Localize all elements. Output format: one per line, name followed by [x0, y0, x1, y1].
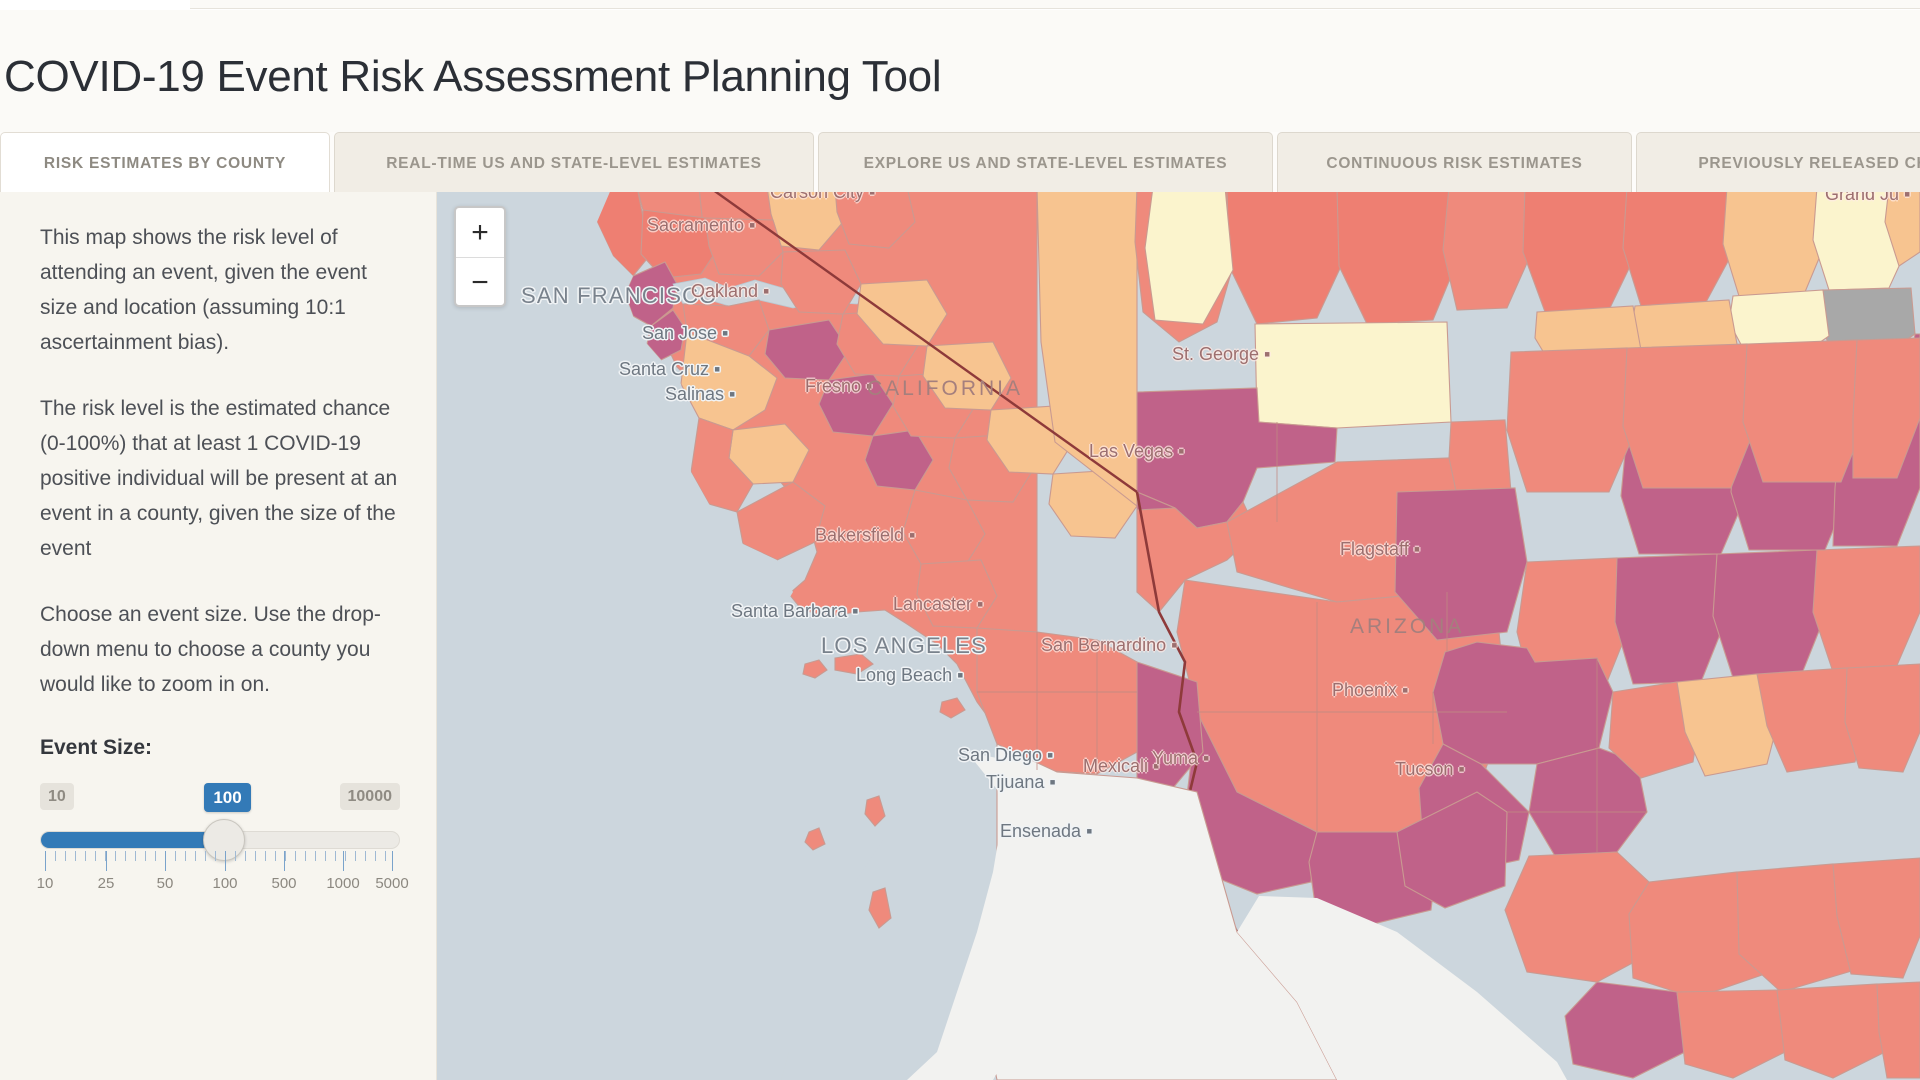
slider-tick-label: 10 [36, 875, 54, 892]
slider-tick-minor [265, 851, 266, 861]
slider-tick-major [392, 851, 393, 871]
slider-tick-minor [345, 851, 346, 861]
tab-2[interactable]: EXPLORE US AND STATE-LEVEL ESTIMATES [818, 132, 1273, 194]
body-area: This map shows the risk level of attendi… [0, 192, 1920, 1080]
slider-tick-label: 100 [212, 875, 238, 892]
tab-label: RISK ESTIMATES BY COUNTY [43, 154, 287, 172]
slider-tick-minor [275, 851, 276, 861]
tab-1[interactable]: REAL-TIME US AND STATE-LEVEL ESTIMATES [334, 132, 814, 194]
slider-tick-label: 1000 [326, 875, 360, 892]
slider-handle[interactable] [203, 819, 245, 861]
sidebar-paragraph-3: Choose an event size. Use the drop-down … [40, 603, 381, 696]
slider-ticks [40, 851, 400, 873]
slider-tick-minor [335, 851, 336, 861]
tab-bar: RISK ESTIMATES BY COUNTY REAL-TIME US AND… [0, 132, 1920, 194]
sidebar-paragraph-1: This map shows the risk level of attendi… [40, 226, 367, 354]
slider-tick-label: 5000 [375, 875, 409, 892]
slider-tick-minor [85, 851, 86, 861]
slider-tick-minor [285, 851, 286, 861]
slider-tick-major [45, 851, 46, 871]
map-canvas [437, 192, 1920, 1080]
map-zoom-controls[interactable]: + − [454, 206, 506, 307]
tab-label: REAL-TIME US AND STATE-LEVEL ESTIMATES [386, 154, 762, 172]
slider-tick-minor [255, 851, 256, 861]
slider-tick-minor [195, 851, 196, 861]
slider-tick-minor [135, 851, 136, 861]
tab-label: EXPLORE US AND STATE-LEVEL ESTIMATES [863, 154, 1228, 172]
slider-fill [41, 832, 226, 848]
tab-0[interactable]: RISK ESTIMATES BY COUNTY [0, 132, 330, 194]
slider-tick-label: 500 [271, 875, 297, 892]
slider-tick-minor [115, 851, 116, 861]
sidebar-paragraph-2: The risk level is the estimated chance (… [40, 397, 398, 560]
slider-tick-minor [95, 851, 96, 861]
slider-tick-labels: 10 25 50 100 500 1000 5000 [36, 875, 409, 897]
zoom-out-button[interactable]: − [471, 266, 489, 299]
sidebar-panel: This map shows the risk level of attendi… [0, 192, 437, 1080]
tab-3[interactable]: CONTINUOUS RISK ESTIMATES [1277, 132, 1632, 194]
slider-current-value: 100 [204, 783, 251, 812]
slider-tick-minor [205, 851, 206, 861]
slider-tick-minor [325, 851, 326, 861]
slider-tick-minor [145, 851, 146, 861]
top-strip [0, 0, 1920, 10]
slider-tick-minor [305, 851, 306, 861]
tab-label: CONTINUOUS RISK ESTIMATES [1326, 154, 1583, 172]
slider-tick-major [106, 851, 107, 871]
slider-tick-minor [355, 851, 356, 861]
slider-tick-minor [185, 851, 186, 861]
top-strip-edge [190, 0, 1920, 9]
slider-tick-minor [105, 851, 106, 861]
slider-tick-minor [385, 851, 386, 861]
slider-max-label: 10000 [339, 783, 400, 810]
slider-tick-minor [55, 851, 56, 861]
slider-tick-minor [295, 851, 296, 861]
event-size-label: Event Size: [40, 736, 153, 759]
slider-tick-minor [125, 851, 126, 861]
slider-tick-major [225, 851, 226, 871]
slider-tick-major [343, 851, 344, 871]
slider-tick-minor [175, 851, 176, 861]
slider-tick-label: 50 [156, 875, 174, 892]
zoom-in-button[interactable]: + [456, 208, 504, 258]
slider-tick-minor [365, 851, 366, 861]
slider-tick-label: 25 [97, 875, 115, 892]
slider-min-label: 10 [40, 783, 74, 810]
event-size-slider[interactable]: 10 100 10000 10 25 50 100 500 1000 5000 [36, 783, 409, 933]
tab-label: PREVIOUSLY RELEASED CHARTS [1698, 154, 1920, 172]
page-title: COVID-19 Event Risk Assessment Planning … [4, 52, 942, 101]
slider-tick-minor [155, 851, 156, 861]
app-header: COVID-19 Event Risk Assessment Planning … [0, 10, 1920, 132]
slider-tick-minor [65, 851, 66, 861]
slider-tick-minor [75, 851, 76, 861]
slider-tick-minor [315, 851, 316, 861]
risk-map[interactable]: + − Carson City ▪ Grand Ju ▪ Sacramento ▪ S… [437, 192, 1920, 1080]
slider-tick-minor [245, 851, 246, 861]
slider-tick-minor [215, 851, 216, 861]
slider-tick-major [165, 851, 166, 871]
slider-tick-minor [375, 851, 376, 861]
slider-tick-major [284, 851, 285, 871]
tab-4[interactable]: PREVIOUSLY RELEASED CHARTS [1636, 132, 1920, 194]
slider-tick-minor [235, 851, 236, 861]
